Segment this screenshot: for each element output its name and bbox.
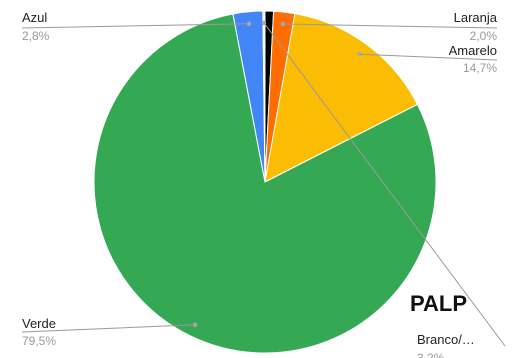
leader-dot-laranja — [280, 21, 286, 27]
pct-label-laranja: 2,0% — [470, 29, 498, 43]
leader-line-azul — [21, 23, 250, 29]
label-branco: Branco/… — [417, 332, 475, 347]
label-verde: Verde — [22, 316, 56, 331]
leader-line-verde — [21, 324, 196, 333]
pct-label-verde: 79,5% — [22, 334, 56, 348]
slice-amarelo — [264, 13, 419, 183]
pct-label-branco: 3,2% — [417, 351, 445, 358]
label-laranja: Laranja — [454, 10, 498, 25]
leader-line-laranja — [282, 23, 498, 29]
label-azul: Azul — [22, 10, 47, 25]
chart-title: PALP — [410, 291, 467, 316]
pct-label-azul: 2,8% — [22, 29, 50, 43]
slice-verde — [93, 13, 437, 354]
slice-branco — [262, 10, 266, 183]
pct-label-amarelo: 14,7% — [463, 61, 497, 75]
label-amarelo: Amarelo — [449, 43, 497, 58]
leader-line-amarelo — [359, 53, 498, 61]
leader-line-branco — [263, 22, 506, 347]
